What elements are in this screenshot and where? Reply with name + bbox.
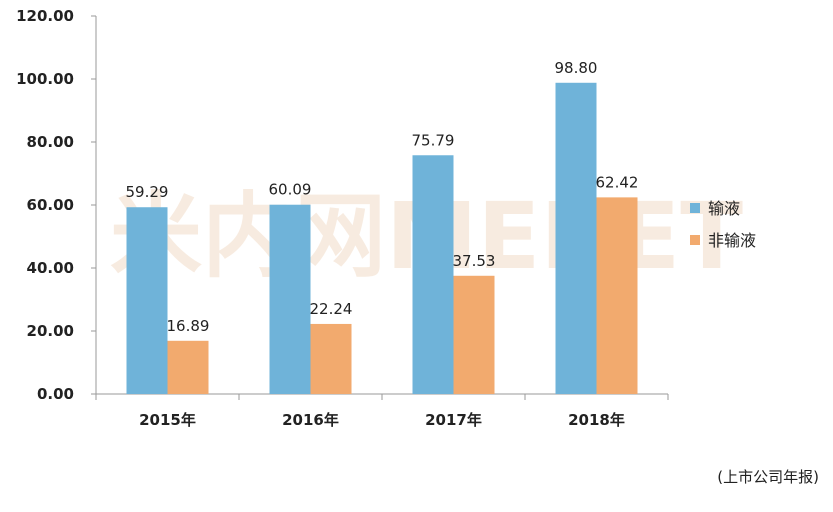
data-label: 59.29 <box>126 183 169 201</box>
y-tick-label: 60.00 <box>27 196 74 214</box>
bar <box>167 340 209 394</box>
bar <box>310 323 352 394</box>
data-label: 98.80 <box>555 59 598 77</box>
data-label: 37.53 <box>453 252 496 270</box>
y-tick-label: 0.00 <box>37 385 74 403</box>
source-note: (上市公司年报) <box>717 468 819 486</box>
data-label: 62.42 <box>596 173 639 191</box>
legend-label: 输液 <box>708 199 740 218</box>
x-tick-label: 2018年 <box>568 411 625 429</box>
bar <box>596 197 638 394</box>
data-label: 22.24 <box>310 300 353 318</box>
y-tick-label: 100.00 <box>16 70 74 88</box>
x-tick-label: 2017年 <box>425 411 482 429</box>
legend-swatch <box>690 235 700 245</box>
data-label: 16.89 <box>167 317 210 335</box>
x-tick-label: 2016年 <box>282 411 339 429</box>
x-tick-label: 2015年 <box>139 411 196 429</box>
bar <box>412 155 454 394</box>
y-tick-label: 20.00 <box>27 322 74 340</box>
y-tick-label: 120.00 <box>16 7 74 25</box>
bar <box>126 207 168 394</box>
bar <box>555 82 597 394</box>
data-label: 75.79 <box>412 131 455 149</box>
bar <box>453 275 495 394</box>
y-tick-label: 80.00 <box>27 133 74 151</box>
bars <box>126 82 638 394</box>
data-labels: 59.29 16.89 60.09 22.24 75.79 37.53 98.80 62.42 <box>126 59 639 335</box>
legend-label: 非输液 <box>708 231 756 250</box>
data-label: 60.09 <box>269 181 312 199</box>
legend-swatch <box>690 203 700 213</box>
bar <box>269 204 311 394</box>
y-tick-label: 40.00 <box>27 259 74 277</box>
axes: 0.00 20.00 40.00 60.00 80.00 100.00 120.00 2015… <box>16 7 669 429</box>
